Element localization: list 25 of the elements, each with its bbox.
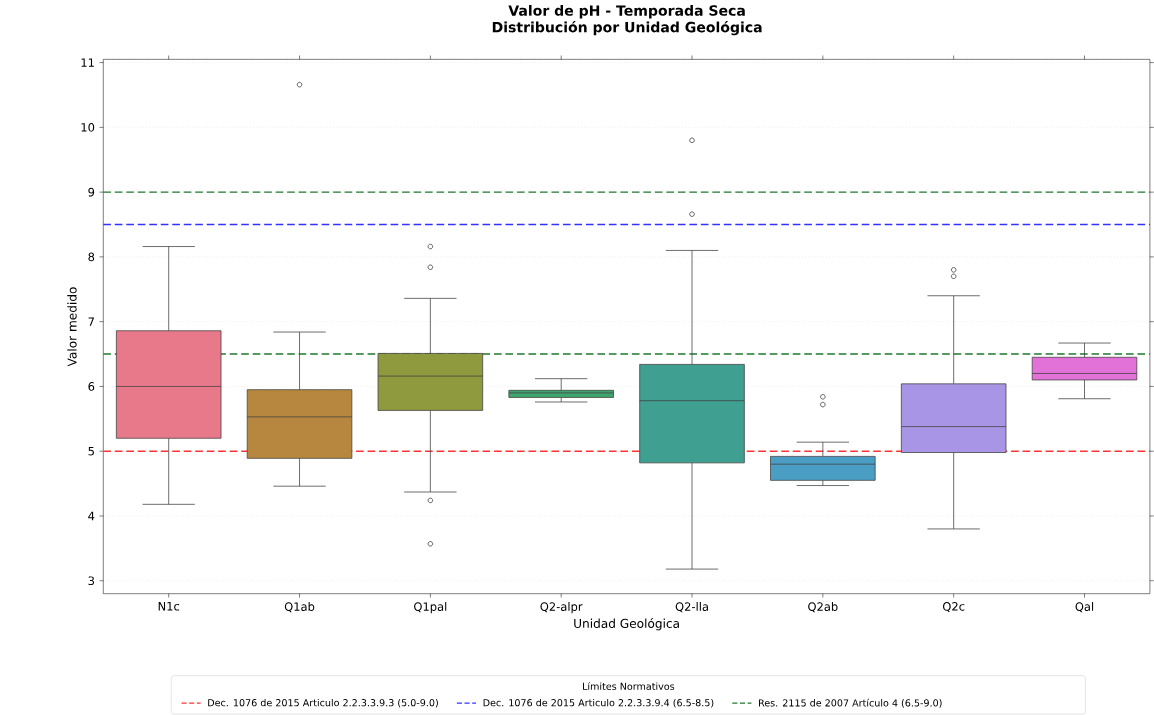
y-tick-label: 11 bbox=[81, 58, 94, 67]
y-axis-title: Valor medido bbox=[67, 287, 77, 367]
y-tick-label: 3 bbox=[88, 576, 95, 585]
x-tick-label: Qal bbox=[1075, 601, 1094, 613]
x-tick-label: Q2-lla bbox=[675, 601, 708, 613]
y-tick-label: 8 bbox=[88, 252, 95, 262]
x-tick-label: Q2ab bbox=[808, 601, 838, 613]
x-tick-label: N1c bbox=[158, 601, 180, 611]
chart-subtitle: Distribución por Unidad Geológica bbox=[492, 20, 762, 36]
legend-label: Res. 2115 de 2007 Artículo 4 (6.5-9.0) bbox=[759, 698, 942, 708]
y-tick-label: 7 bbox=[88, 317, 94, 326]
y-tick-label: 5 bbox=[88, 446, 94, 456]
legend-label: Dec. 1076 de 2015 Articulo 2.2.3.3.9.3 (5.0-9.0) bbox=[208, 698, 438, 708]
x-tick-label: Q2c bbox=[942, 601, 965, 612]
y-tick-label: 4 bbox=[88, 511, 95, 521]
x-tick-label: Q1pal bbox=[414, 601, 447, 613]
x-tick-label: Q1ab bbox=[284, 601, 315, 613]
y-tick-label: 6 bbox=[88, 381, 95, 391]
legend-title: Límites Normativos bbox=[583, 681, 675, 690]
y-tick-label: 9 bbox=[88, 187, 95, 197]
y-tick-label: 10 bbox=[81, 122, 95, 132]
chart-title: Valor de pH - Temporada Seca bbox=[508, 4, 745, 19]
x-axis-title: Unidad Geológica bbox=[574, 617, 679, 631]
legend-label: Dec. 1076 de 2015 Articulo 2.2.3.3.9.4 (6.5-8.5) bbox=[483, 698, 714, 708]
x-tick-label: Q2-alpr bbox=[540, 601, 583, 613]
